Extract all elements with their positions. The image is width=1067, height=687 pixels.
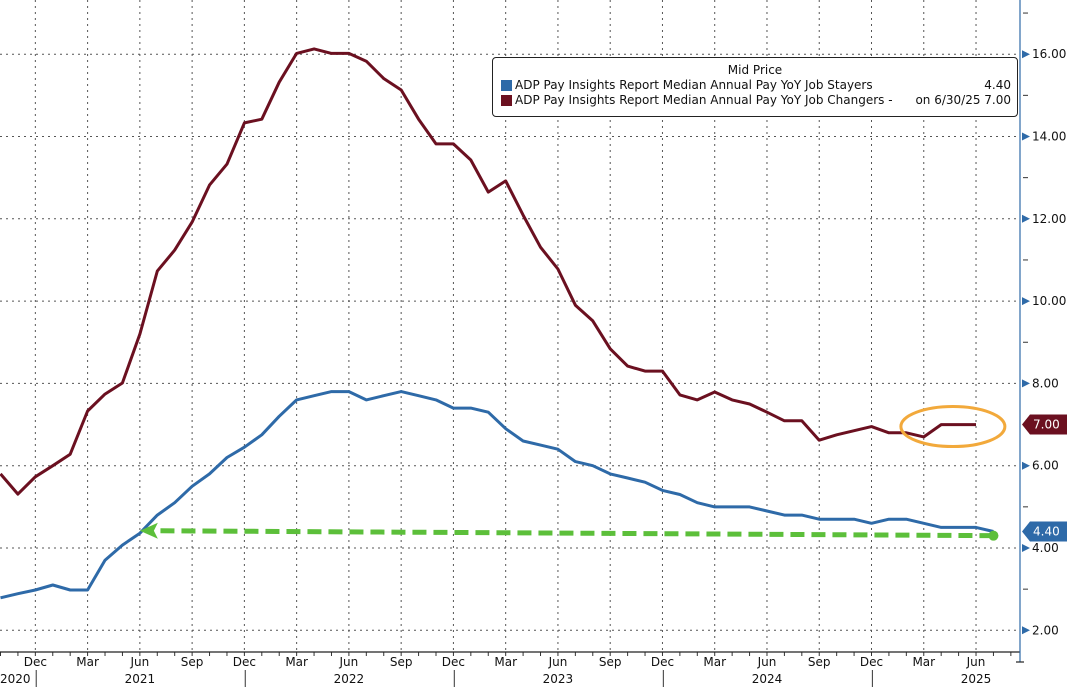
x-tick-label: Dec (651, 655, 674, 669)
y-tick-label: 10.00 (1032, 294, 1066, 308)
x-tick-label: Jun (757, 655, 777, 669)
y-tick-marker (1022, 379, 1030, 388)
x-year-label: 2021 (125, 672, 156, 686)
x-tick-label: Dec (24, 655, 47, 669)
last-value-badges: 4.40 7.00 (1022, 414, 1067, 542)
y-tick-marker (1022, 626, 1030, 635)
y-tick-label: 6.00 (1032, 459, 1059, 473)
x-tick-label: Mar (494, 655, 517, 669)
x-tick-label: Mar (912, 655, 935, 669)
y-tick-marker (1022, 461, 1030, 470)
y-tick-marker (1022, 297, 1030, 306)
x-tick-label: Jun (129, 655, 149, 669)
highlight-ellipse (899, 405, 1007, 449)
legend-label: ADP Pay Insights Report Median Annual Pa… (515, 78, 873, 92)
legend-title: Mid Price (727, 63, 783, 77)
y-tick-label: 14.00 (1032, 130, 1066, 144)
annotations (139, 405, 1007, 541)
y-tick-label: 2.00 (1032, 623, 1059, 637)
arrow-head-icon (139, 522, 158, 539)
x-tick-label: Jun (548, 655, 568, 669)
y-axis-labels: 16.00 14.00 12.00 10.00 8.00 6.00 4.00 2.00 (1032, 47, 1066, 637)
y-tick-label: 12.00 (1032, 212, 1066, 226)
series-job-stayers-line (0, 390, 994, 600)
legend-value: 4.40 (984, 78, 1011, 92)
x-year-label: 2020 (0, 672, 31, 686)
x-tick-label: Mar (703, 655, 726, 669)
x-tick-label: Jun (339, 655, 359, 669)
x-tick-label: Dec (442, 655, 465, 669)
y-tick-marker (1022, 50, 1030, 59)
badge-label: 4.40 (1033, 525, 1060, 539)
legend: Mid Price ADP Pay Insights Report Median… (492, 57, 1018, 117)
axes (0, 0, 1030, 687)
x-year-label: 2022 (334, 672, 365, 686)
y-tick-label: 16.00 (1032, 47, 1066, 61)
y-tick-marker (1022, 544, 1030, 552)
badge-job-stayers (1022, 521, 1067, 542)
y-tick-label: 8.00 (1032, 376, 1059, 390)
x-tick-label: Mar (285, 655, 308, 669)
x-tick-label: Dec (860, 655, 883, 669)
x-tick-label: Mar (76, 655, 99, 669)
x-year-label: 2024 (752, 672, 783, 686)
legend-label: ADP Pay Insights Report Median Annual Pa… (515, 93, 893, 107)
y-tick-marker (1022, 214, 1030, 223)
legend-item-job-stayers: ADP Pay Insights Report Median Annual Pa… (493, 78, 1017, 93)
y-tick-label: 4.00 (1032, 541, 1059, 555)
legend-swatch-blue (501, 80, 512, 91)
legend-item-job-changers: ADP Pay Insights Report Median Annual Pa… (493, 93, 1017, 108)
x-tick-label: Sep (390, 655, 413, 669)
x-tick-label: Sep (181, 655, 204, 669)
badge-job-changers (1022, 414, 1067, 435)
arrow-end-dot (988, 530, 999, 541)
y-tick-marker (1022, 132, 1030, 141)
series-job-changers-line (0, 47, 976, 496)
green-dashed-arrow (155, 528, 994, 539)
legend-value: on 6/30/25 7.00 (915, 93, 1011, 107)
x-year-label: 2023 (543, 672, 574, 686)
legend-swatch-red (501, 95, 512, 106)
x-tick-label: Dec (233, 655, 256, 669)
x-year-label: 2025 (961, 672, 992, 686)
badge-label: 7.00 (1033, 418, 1060, 432)
series-lines (0, 47, 994, 600)
x-tick-label: Sep (599, 655, 622, 669)
x-axis-labels: Dec Mar Jun Sep Dec Mar Jun Sep Dec Mar Jun Sep Dec M… (0, 655, 991, 686)
x-tick-label: Jun (966, 655, 986, 669)
x-tick-label: Sep (808, 655, 831, 669)
